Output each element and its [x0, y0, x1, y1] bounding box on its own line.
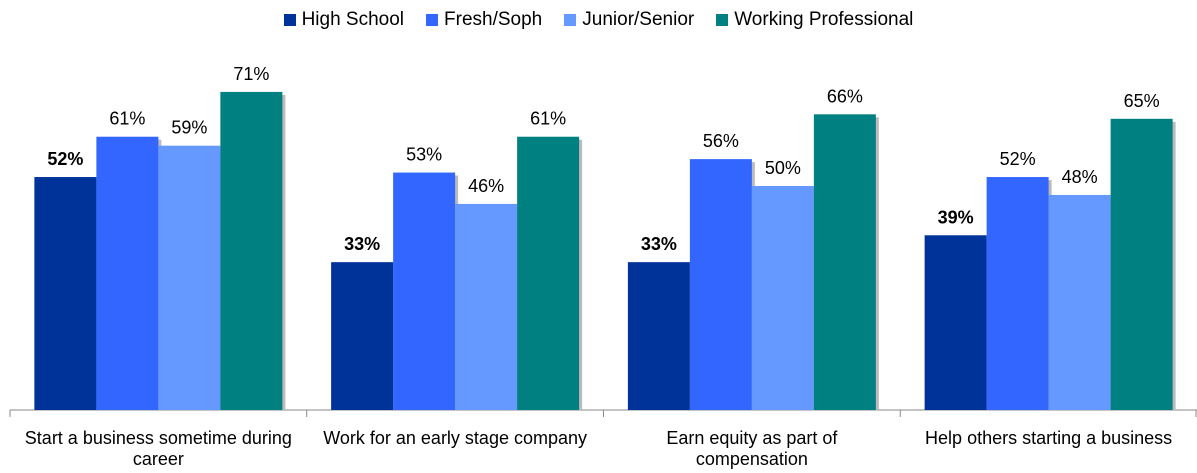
- data-label: 52%: [47, 149, 83, 169]
- legend-label: Working Professional: [734, 9, 914, 30]
- data-label: 61%: [530, 109, 566, 129]
- data-label: 71%: [233, 64, 269, 84]
- legend-swatch: [716, 14, 729, 26]
- legend-label: Junior/Senior: [582, 9, 695, 30]
- data-label: 53%: [406, 145, 442, 165]
- bar: [331, 262, 394, 410]
- bar: [455, 203, 518, 410]
- bar: [924, 235, 987, 410]
- legend-swatch: [564, 14, 577, 26]
- data-label: 48%: [1062, 167, 1098, 187]
- bar: [96, 136, 159, 410]
- bar: [393, 172, 456, 410]
- data-label: 46%: [468, 176, 504, 196]
- legend-item: Fresh/Soph: [426, 9, 542, 31]
- bar: [1048, 194, 1111, 410]
- data-label: 50%: [765, 158, 801, 178]
- bar: [220, 91, 283, 411]
- bar: [986, 177, 1049, 410]
- bar: [517, 136, 580, 410]
- data-label: 33%: [641, 234, 677, 254]
- bar: [34, 177, 97, 410]
- legend-item: Junior/Senior: [564, 9, 694, 31]
- bar: [627, 262, 690, 410]
- legend-label: Fresh/Soph: [444, 9, 543, 30]
- bar: [813, 114, 876, 410]
- data-label: 33%: [344, 234, 380, 254]
- x-tick-label: Earn equity as part of compensation: [666, 428, 838, 469]
- data-label: 39%: [938, 207, 974, 227]
- bar: [689, 159, 752, 410]
- x-tick-label: Work for an early stage company: [323, 428, 588, 448]
- legend-item: Working Professional: [716, 9, 913, 31]
- legend-swatch: [283, 14, 296, 26]
- data-label: 59%: [171, 118, 207, 138]
- legend-swatch: [426, 14, 439, 26]
- data-label: 66%: [827, 86, 863, 106]
- bar: [1110, 118, 1173, 411]
- x-tick-label: Start a business sometime during career: [24, 428, 292, 469]
- bar: [751, 186, 814, 410]
- x-tick-label: Help others starting a business: [925, 428, 1173, 448]
- bar: [158, 145, 221, 410]
- legend-label: High School: [301, 9, 405, 30]
- data-label: 61%: [109, 109, 145, 129]
- data-label: 65%: [1124, 91, 1160, 111]
- legend-item: High School: [283, 9, 405, 31]
- data-label: 52%: [1000, 149, 1036, 169]
- data-label: 56%: [703, 131, 739, 151]
- legend: High School Fresh/Soph Junior/Senior Workin…: [0, 9, 1197, 31]
